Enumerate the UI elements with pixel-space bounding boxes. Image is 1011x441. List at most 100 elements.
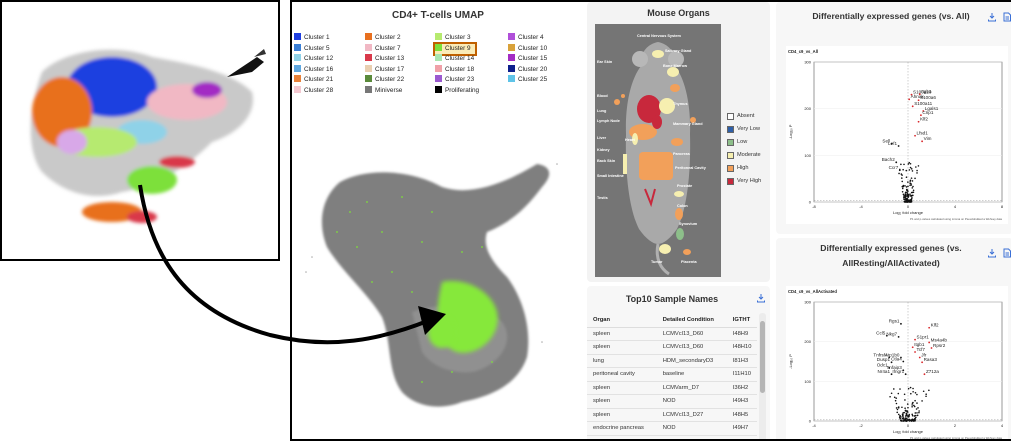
table-row[interactable]: spleen LCMVcl13_D60 I48H10 xyxy=(587,340,757,355)
legend-item-cluster-12[interactable]: Cluster 12 xyxy=(294,54,333,64)
organ-label[interactable]: Salivary Gland xyxy=(665,49,692,53)
table-row[interactable]: spleen LCMVcl13_D60 I48H9 xyxy=(587,327,757,341)
legend-item-cluster-25[interactable]: Cluster 25 xyxy=(508,75,547,85)
table-row[interactable]: endocrine pancreas NOD I49H7 xyxy=(587,421,757,436)
organ-label[interactable]: Kidney xyxy=(597,148,610,152)
background-point xyxy=(915,408,918,410)
organ-label[interactable]: Back Skin xyxy=(597,159,616,163)
legend-label: Cluster 7 xyxy=(375,44,401,52)
organ-label[interactable]: Thymus xyxy=(673,102,688,106)
table-row[interactable]: peritoneal cavity baseline I11H10 xyxy=(587,367,757,382)
organ-label[interactable]: Pancreas xyxy=(673,152,690,156)
scrollbar-thumb[interactable] xyxy=(760,321,765,393)
organ-label[interactable]: Lymph Node xyxy=(597,119,620,123)
legend-item-cluster-17[interactable]: Cluster 17 xyxy=(365,64,404,75)
table-scrollbar[interactable] xyxy=(759,313,766,439)
organ-label[interactable]: Small Intestine xyxy=(597,174,624,178)
background-point xyxy=(897,413,900,416)
legend-item-cluster-2[interactable]: Cluster 2 xyxy=(365,33,401,43)
background-point xyxy=(908,169,911,171)
organ-label[interactable]: Blood xyxy=(597,94,608,98)
y-tick-label: 300 xyxy=(804,60,811,65)
legend-item-miniverse[interactable]: Miniverse xyxy=(365,85,402,96)
organ-legend-item: Moderate xyxy=(727,149,771,162)
organ-label[interactable]: Prostate xyxy=(677,184,693,188)
legend-label: Cluster 16 xyxy=(304,65,334,73)
table-cell: endocrine pancreas xyxy=(587,421,657,436)
legend-swatch xyxy=(365,54,372,61)
organ-label[interactable]: Mammary Gland xyxy=(673,122,703,126)
organ-label[interactable]: Colon xyxy=(677,204,688,208)
organ-label[interactable]: Heart xyxy=(625,138,635,142)
legend-item-cluster-13[interactable]: Cluster 13 xyxy=(365,54,404,64)
legend-item-cluster-3[interactable]: Cluster 3 xyxy=(435,33,471,43)
legend-item-cluster-15[interactable]: Cluster 15 xyxy=(508,54,547,64)
legend-item-cluster-5[interactable]: Cluster 5 xyxy=(294,43,330,54)
table-cell: I49H7 xyxy=(726,421,757,436)
gene-label: Ccr7 xyxy=(889,165,899,170)
legend-swatch xyxy=(365,75,372,82)
background-point xyxy=(916,172,918,174)
column-header[interactable]: IGTHT xyxy=(726,313,757,328)
download-icon[interactable] xyxy=(756,293,766,303)
legend-item-cluster-14[interactable]: Cluster 14 xyxy=(435,54,474,64)
table-cell: I11H10 xyxy=(726,367,757,382)
organ-legend-label: Low xyxy=(737,139,748,145)
organ-label[interactable]: Tumor xyxy=(651,260,663,264)
legend-label: Cluster 5 xyxy=(304,44,330,52)
table-cell: spleen xyxy=(587,327,657,341)
table-row[interactable]: spleen LCMVcl13_D27 I48H5 xyxy=(587,408,757,422)
organ-label[interactable]: Lung xyxy=(597,109,607,113)
background-point xyxy=(901,174,903,176)
organ-label[interactable]: Ear Skin xyxy=(597,60,613,64)
column-header[interactable]: Detailed Condition xyxy=(656,313,727,328)
gene-point xyxy=(885,334,888,337)
organ-label[interactable]: Placenta xyxy=(681,260,697,264)
legend-item-cluster-10[interactable]: Cluster 10 xyxy=(508,43,547,54)
background-point xyxy=(910,419,912,422)
legend-item-cluster-20[interactable]: Cluster 20 xyxy=(508,64,547,75)
legend-label: Cluster 1 xyxy=(304,34,330,41)
background-point xyxy=(911,414,914,417)
document-icon[interactable] xyxy=(1002,248,1011,258)
legend-item-cluster-16[interactable]: Cluster 16 xyxy=(294,64,334,75)
background-point xyxy=(903,393,906,396)
background-point xyxy=(904,407,906,409)
organ-label[interactable]: Peritoneal Cavity xyxy=(675,166,706,170)
table-cell: I49H3 xyxy=(726,394,757,409)
background-point xyxy=(925,393,927,396)
legend-item-cluster-1[interactable]: Cluster 1 xyxy=(294,33,330,43)
legend-item-cluster-9[interactable]: Cluster 9 xyxy=(433,41,477,56)
table-row[interactable]: spleen LCMVarm_D7 I36H2 xyxy=(587,381,757,395)
gene-label: Itgb1 xyxy=(921,89,932,94)
legend-swatch xyxy=(508,43,515,51)
table-row[interactable]: lung HDM_secondaryD3 I81H3 xyxy=(587,354,757,368)
organ-label[interactable]: Bone Marrow xyxy=(663,64,688,68)
plot-subtitle: CD4_c9_vs_All xyxy=(788,49,818,54)
background-point xyxy=(907,406,909,409)
organ-label[interactable]: Testis xyxy=(597,196,608,200)
column-header[interactable]: Organ xyxy=(587,313,657,328)
legend-item-cluster-7[interactable]: Cluster 7 xyxy=(365,43,401,54)
background-point xyxy=(897,406,900,408)
plot-subtitle: CD4_c9_vs_AllActivated xyxy=(788,289,837,294)
organ-label[interactable]: Liver xyxy=(597,136,607,140)
gene-label: Lgals1 xyxy=(925,106,939,111)
table-cell: spleen xyxy=(587,435,657,439)
plot-frame xyxy=(813,301,1003,422)
legend-item-cluster-18[interactable]: Cluster 18 xyxy=(435,64,474,75)
legend-item-cluster-21[interactable]: Cluster 21 xyxy=(294,75,333,85)
organ-label[interactable]: Synovium xyxy=(679,222,698,226)
legend-item-cluster-23[interactable]: Cluster 23 xyxy=(435,75,474,85)
legend-item-cluster-22[interactable]: Cluster 22 xyxy=(365,75,404,85)
document-icon[interactable] xyxy=(1002,12,1011,22)
legend-item-cluster-4[interactable]: Cluster 4 xyxy=(508,33,544,43)
y-tick-label: 100 xyxy=(804,153,811,158)
table-row[interactable]: spleen NOD I49H3 xyxy=(587,394,757,409)
legend-item-proliferating[interactable]: Proliferating xyxy=(435,85,479,96)
legend-item-cluster-28[interactable]: Cluster 28 xyxy=(294,85,333,96)
download-icon[interactable] xyxy=(987,12,997,22)
download-icon[interactable] xyxy=(987,248,997,258)
organ-label[interactable]: Central Nervous System xyxy=(637,34,681,38)
